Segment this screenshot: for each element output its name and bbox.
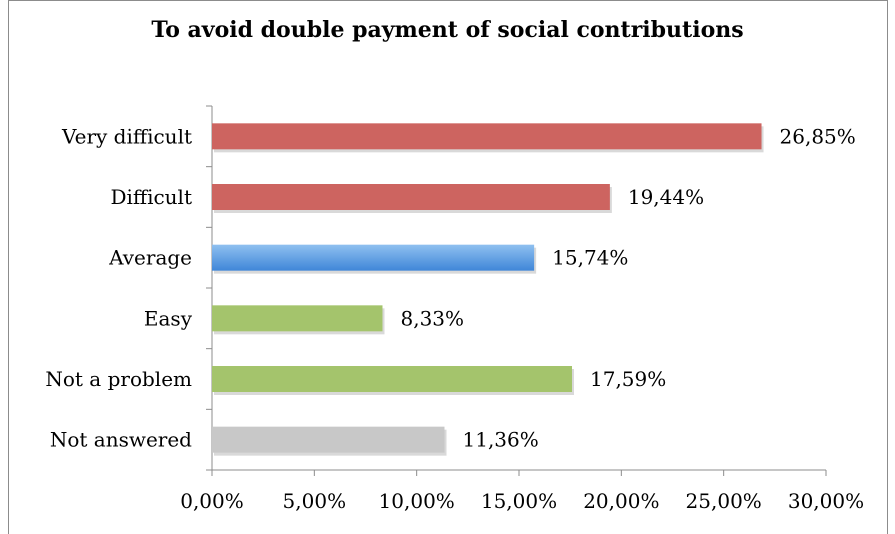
x-tick-label: 5,00% <box>283 489 347 513</box>
bar-average <box>212 244 535 271</box>
chart-title: To avoid double payment of social contri… <box>151 17 744 43</box>
bars <box>212 123 764 456</box>
x-tick-label: 20,00% <box>583 489 659 513</box>
category-label: Average <box>108 246 192 270</box>
labels: Very difficult 26,85% Difficult 19,44% Avera… <box>45 124 855 451</box>
x-tick-label: 25,00% <box>686 489 762 513</box>
value-label: 11,36% <box>463 428 539 452</box>
value-label: 26,85% <box>780 124 856 148</box>
bar-easy <box>212 305 383 332</box>
value-label: 8,33% <box>400 306 464 330</box>
value-label: 17,59% <box>590 367 666 391</box>
x-tick-label: 30,00% <box>788 489 864 513</box>
category-label: Not a problem <box>45 367 192 391</box>
category-label: Very difficult <box>61 124 192 148</box>
bar-difficult <box>212 184 610 210</box>
bar-very-difficult <box>212 123 762 150</box>
value-label: 19,44% <box>628 185 704 209</box>
category-label: Not answered <box>50 428 192 452</box>
x-tick-label: 15,00% <box>481 489 557 513</box>
bar-not-a-problem <box>212 366 573 392</box>
category-label: Difficult <box>110 185 192 209</box>
x-tick-label: 0,00% <box>180 489 244 513</box>
axes: 0,00% 5,00% 10,00% 15,00% 20,00% 25,00% 30,00% <box>180 105 864 513</box>
bar-not-answered <box>212 426 445 453</box>
category-label: Easy <box>144 306 193 330</box>
value-label: 15,74% <box>552 246 628 270</box>
x-tick-label: 10,00% <box>379 489 455 513</box>
